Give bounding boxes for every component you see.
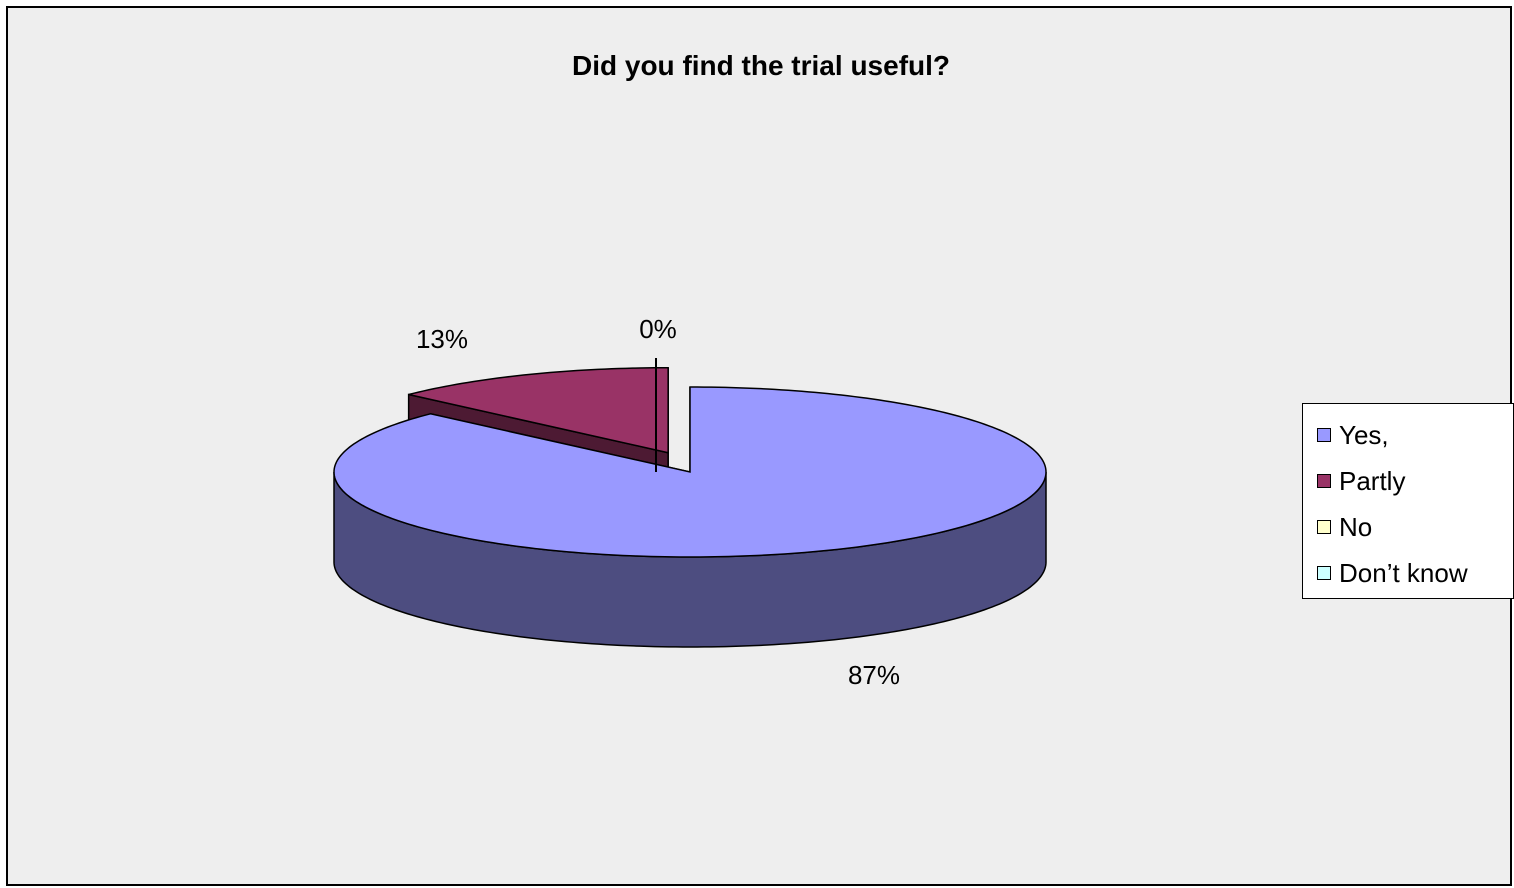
data-label-2: 0% xyxy=(639,314,677,344)
data-label-0: 87% xyxy=(848,660,900,690)
legend-item-0: Yes, xyxy=(1303,412,1513,458)
data-label-1: 13% xyxy=(416,324,468,354)
pie-slice-0 xyxy=(333,386,1047,648)
chart-title: Did you find the trial useful? xyxy=(572,50,950,81)
slice-top xyxy=(333,386,1047,558)
legend-item-2: No xyxy=(1303,504,1513,550)
pie-chart: 87% 13% 0% xyxy=(333,314,1047,690)
legend-item-1: Partly xyxy=(1303,458,1513,504)
slice-top xyxy=(408,366,669,454)
legend-label: No xyxy=(1339,511,1373,542)
chart-area: Did you find the trial useful? 87% 13% 0% … xyxy=(6,6,1514,886)
legend-swatch xyxy=(1317,566,1331,580)
legend-swatch xyxy=(1317,428,1331,442)
legend-swatch xyxy=(1317,520,1331,534)
legend-label: Don’t know xyxy=(1339,557,1468,588)
legend-item-3: Don’t know xyxy=(1303,550,1513,596)
legend-swatch xyxy=(1317,474,1331,488)
legend-label: Yes, xyxy=(1339,419,1389,450)
legend: Yes, Partly No Don’t know xyxy=(1302,403,1514,599)
legend-label: Partly xyxy=(1339,465,1406,496)
